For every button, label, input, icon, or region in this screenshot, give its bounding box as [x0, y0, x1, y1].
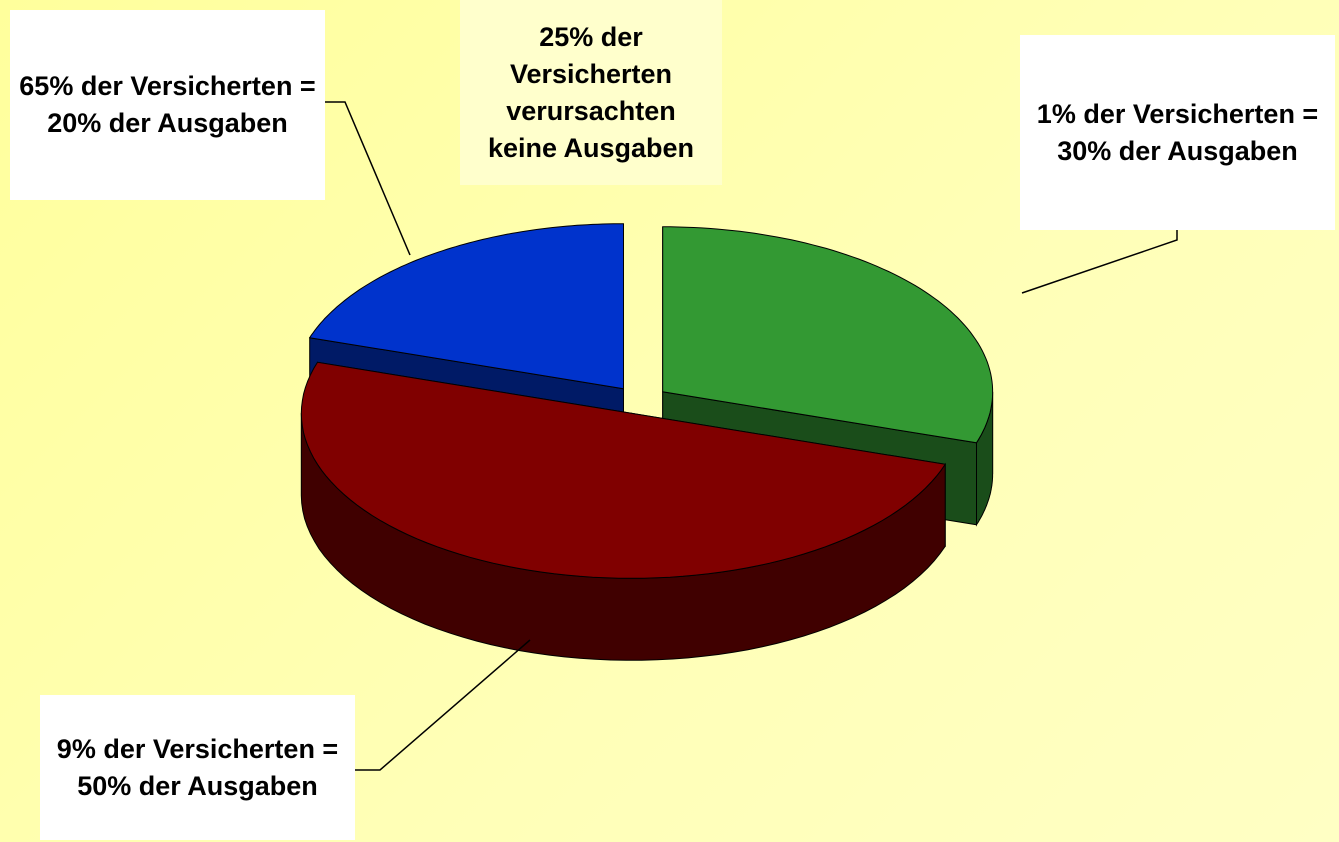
- pie-slice: [662, 226, 994, 444]
- pie-slice: [308, 223, 624, 390]
- pie-slice: [300, 361, 947, 579]
- annotation: 25% der Versicherten verursachten keine …: [460, 0, 722, 185]
- slice-label: 65% der Versicherten = 20% der Ausgaben: [10, 10, 325, 200]
- leader-line: [325, 101, 411, 256]
- slice-label: 9% der Versicherten = 50% der Ausgaben: [40, 695, 355, 840]
- leader-line: [1021, 222, 1178, 294]
- leader-line: [355, 639, 531, 771]
- slice-label: 1% der Versicherten = 30% der Ausgaben: [1020, 35, 1335, 230]
- pie: [300, 223, 994, 661]
